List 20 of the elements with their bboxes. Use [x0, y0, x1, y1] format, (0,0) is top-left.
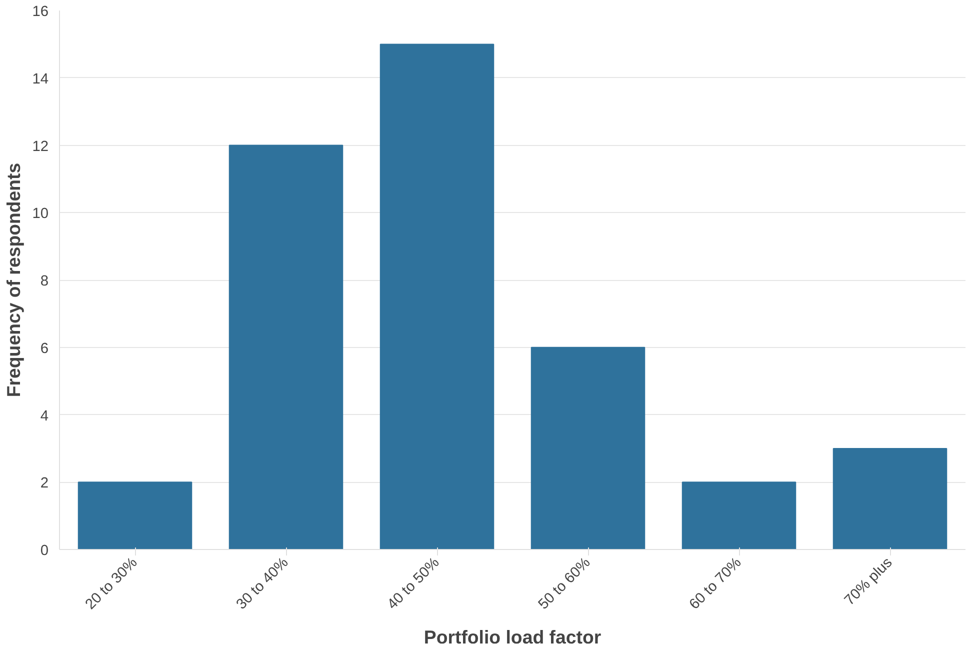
x-tick-label: 60 to 70%: [686, 554, 745, 613]
bar: [228, 144, 344, 550]
y-tick-label: 10: [32, 206, 49, 222]
y-tick-label: 2: [40, 476, 49, 492]
y-tick-label: 12: [32, 138, 49, 155]
x-tick-label: 50 to 60%: [536, 554, 594, 613]
x-axis-title: Portfolio load factor: [424, 626, 602, 648]
bar: [380, 44, 494, 550]
y-tick-label: 14: [32, 71, 49, 88]
bar: [78, 482, 192, 550]
y-tick-label: 6: [40, 340, 49, 357]
y-axis-title: Frequency of respondents: [3, 162, 24, 398]
y-tick-label: 8: [40, 274, 49, 290]
x-tick-label: 30 to 40%: [234, 554, 292, 613]
bar: [530, 346, 646, 550]
y-tick-label: 0: [40, 543, 49, 559]
bar: [832, 448, 948, 550]
bar: [682, 482, 796, 550]
y-tick-label: 16: [32, 4, 49, 20]
y-tick-label: 4: [40, 408, 49, 424]
